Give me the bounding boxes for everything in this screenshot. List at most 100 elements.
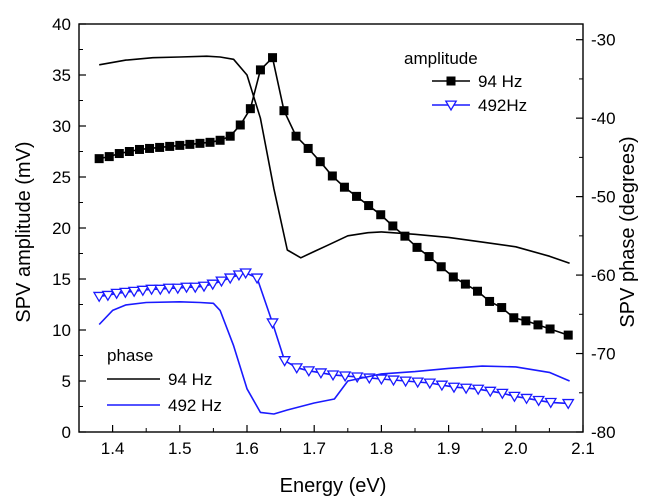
y-left-tick-label: 0 (62, 423, 71, 442)
y-axis-left-title: SPV amplitude (mV) (13, 141, 35, 322)
point-amplitude-492hz (561, 398, 575, 410)
point-amplitude-94hz (175, 140, 185, 150)
legend-amplitude-94hz-marker (446, 76, 456, 86)
x-axis-title: Energy (eV) (280, 475, 387, 497)
point-amplitude-94hz (563, 330, 573, 340)
point-amplitude-492hz (423, 378, 437, 390)
point-amplitude-94hz (545, 324, 555, 334)
point-amplitude-492hz (435, 380, 449, 392)
y-axis-right-title: SPV phase (degrees) (617, 136, 639, 327)
legend-phase-title: phase (107, 346, 153, 365)
point-amplitude-492hz (278, 356, 291, 367)
point-amplitude-492hz (375, 374, 388, 386)
point-amplitude-492hz (532, 395, 545, 407)
y-right-tick-label: -30 (591, 31, 616, 50)
point-amplitude-94hz (94, 154, 104, 164)
y-left-tick-label: 30 (52, 117, 71, 136)
point-amplitude-94hz (195, 138, 205, 148)
point-amplitude-94hz (114, 149, 124, 159)
point-amplitude-492hz (326, 370, 340, 382)
point-amplitude-94hz (388, 221, 398, 231)
y-left-tick-label: 5 (62, 372, 71, 391)
legend-amplitude-492hz-marker (444, 100, 458, 112)
point-amplitude-492hz (215, 276, 228, 288)
x-tick-label: 2.0 (504, 439, 528, 458)
x-tick-label: 1.6 (235, 439, 259, 458)
point-amplitude-94hz (364, 201, 374, 211)
x-tick-label: 2.1 (571, 439, 595, 458)
series-line-phase-94hz (99, 55, 570, 265)
point-amplitude-94hz (104, 152, 114, 162)
point-amplitude-94hz (124, 147, 134, 156)
point-amplitude-492hz (145, 284, 158, 296)
series-line-phase-492hz (98, 300, 570, 415)
y-right-tick-label: -60 (591, 266, 616, 285)
point-amplitude-94hz (225, 131, 235, 141)
series-layer (92, 53, 575, 415)
point-amplitude-492hz (399, 376, 412, 388)
point-amplitude-94hz (185, 139, 195, 149)
legend-phase-item-492hz: 492 Hz (168, 396, 222, 415)
point-amplitude-94hz (485, 296, 495, 306)
point-amplitude-492hz (520, 393, 533, 405)
point-amplitude-492hz (302, 366, 316, 378)
point-amplitude-94hz (165, 141, 175, 151)
point-amplitude-492hz (197, 281, 211, 293)
point-amplitude-94hz (460, 279, 470, 289)
point-amplitude-492hz (171, 283, 185, 295)
legend-amplitude-item-492hz: 492Hz (478, 96, 527, 115)
point-amplitude-492hz (266, 318, 279, 330)
y-left-tick-label: 20 (52, 219, 71, 238)
point-amplitude-492hz (239, 268, 252, 280)
point-amplitude-492hz (314, 368, 328, 380)
legend-amplitude-item-94hz: 94 Hz (478, 72, 522, 91)
x-tick-label: 1.5 (168, 439, 192, 458)
y-left-tick-label: 15 (52, 270, 71, 289)
point-amplitude-492hz (180, 282, 193, 294)
point-amplitude-94hz (497, 303, 507, 313)
y-left-tick-label: 35 (52, 66, 71, 85)
point-amplitude-94hz (352, 191, 362, 201)
x-tick-label: 1.7 (302, 439, 326, 458)
point-amplitude-492hz (471, 384, 485, 396)
x-tick-label: 1.8 (370, 439, 394, 458)
point-amplitude-94hz (448, 272, 458, 282)
point-amplitude-492hz (188, 282, 202, 294)
point-amplitude-94hz (215, 135, 225, 145)
point-amplitude-94hz (205, 137, 215, 147)
point-amplitude-94hz (509, 313, 519, 323)
axes-layer: 1.4 1.5 1.6 1.7 1.8 1.9 2.0 2.1 0 5 10 15 20 25 30 35 40… (52, 15, 616, 458)
point-amplitude-94hz (339, 182, 349, 192)
point-amplitude-94hz (134, 144, 144, 154)
legend-amplitude-title: amplitude (404, 49, 478, 68)
point-amplitude-492hz (387, 375, 400, 387)
point-amplitude-94hz (327, 171, 337, 181)
point-amplitude-94hz (424, 252, 434, 262)
y-right-tick-label: -50 (591, 188, 616, 207)
point-amplitude-492hz (483, 386, 497, 398)
point-amplitude-492hz (350, 372, 364, 384)
point-amplitude-492hz (338, 371, 352, 383)
point-amplitude-94hz (245, 104, 255, 114)
point-amplitude-94hz (533, 320, 543, 330)
point-amplitude-94hz (291, 131, 301, 141)
point-amplitude-492hz (136, 285, 150, 297)
y-right-tick-label: -80 (591, 423, 616, 442)
point-amplitude-492hz (411, 377, 425, 389)
point-amplitude-492hz (92, 291, 106, 303)
point-amplitude-492hz (508, 391, 521, 403)
point-amplitude-492hz (250, 273, 264, 285)
point-amplitude-94hz (376, 210, 386, 220)
point-amplitude-492hz (119, 287, 132, 299)
point-amplitude-492hz (127, 286, 141, 298)
point-amplitude-94hz (400, 231, 410, 241)
legend-phase-item-94hz: 94 Hz (168, 370, 212, 389)
y-right-tick-label: -40 (591, 109, 616, 128)
point-amplitude-492hz (232, 270, 246, 282)
point-amplitude-94hz (436, 262, 446, 272)
point-amplitude-94hz (235, 120, 245, 130)
x-tick-label: 1.4 (101, 439, 125, 458)
point-amplitude-492hz (290, 363, 304, 374)
point-amplitude-492hz (206, 279, 220, 291)
